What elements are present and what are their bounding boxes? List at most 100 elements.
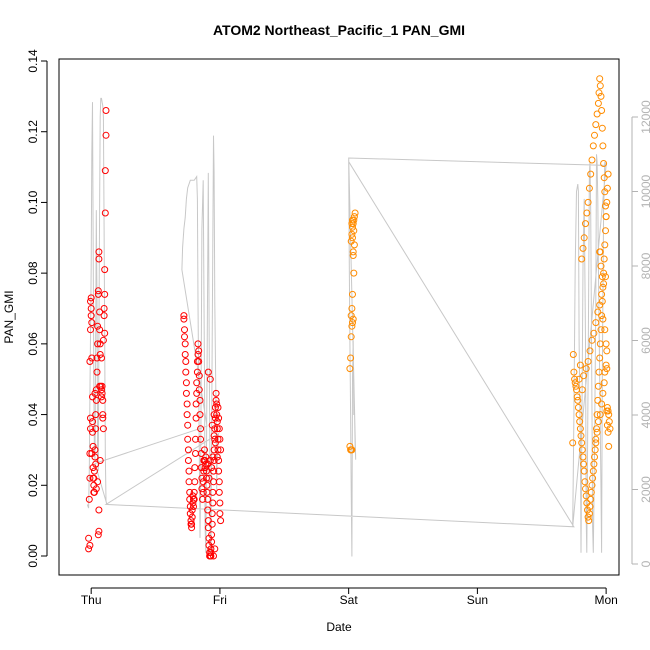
data-point	[582, 365, 590, 373]
data-point	[217, 517, 225, 525]
data-point	[182, 389, 190, 397]
data-point	[349, 319, 356, 327]
data-point	[602, 340, 610, 348]
data-point	[207, 552, 215, 560]
data-point	[211, 414, 219, 422]
y-axis: 0.00 0.02 0.04 0.06 0.08 0.10 0.12 0.14	[26, 49, 48, 568]
data-point	[574, 396, 582, 404]
data-point	[95, 248, 103, 256]
data-point	[604, 170, 612, 178]
y-tick-label: 0.02	[26, 473, 40, 497]
data-point	[584, 513, 592, 521]
x-tick-label: Thu	[81, 593, 102, 607]
data-point	[595, 368, 603, 376]
data-point	[195, 358, 203, 365]
data-point	[185, 478, 193, 486]
data-point	[211, 435, 219, 443]
data-point	[86, 541, 94, 549]
y-tick-label: 0.04	[26, 403, 40, 427]
y-tick-label: 0.14	[26, 49, 40, 73]
data-point	[598, 107, 606, 114]
points-layer	[85, 75, 614, 560]
data-point	[208, 510, 216, 518]
data-point	[605, 442, 613, 450]
data-point	[569, 351, 577, 358]
data-point	[102, 107, 110, 114]
data-point	[594, 418, 602, 426]
data-point	[87, 414, 94, 422]
data-point	[85, 545, 93, 553]
data-point	[200, 467, 208, 475]
data-point	[94, 531, 102, 539]
data-point	[347, 333, 355, 341]
x-tick-label: Sat	[340, 593, 359, 607]
data-point	[209, 453, 217, 461]
data-point	[349, 248, 357, 256]
data-point	[184, 457, 192, 464]
data-point	[207, 545, 215, 553]
data-point	[346, 365, 354, 373]
data-point	[96, 457, 104, 464]
data-point	[580, 234, 588, 242]
data-point	[600, 174, 608, 182]
data-point	[571, 375, 579, 383]
data-point	[192, 400, 200, 408]
data-point	[587, 170, 595, 178]
data-point	[349, 216, 356, 224]
data-point	[592, 121, 600, 129]
data-point	[350, 213, 358, 221]
data-point	[208, 520, 216, 528]
data-point	[95, 506, 103, 514]
data-point	[349, 223, 356, 231]
data-point	[87, 297, 94, 305]
data-point	[213, 425, 221, 433]
data-point	[180, 312, 188, 320]
data-point	[578, 255, 586, 263]
secondary-series-line	[86, 97, 607, 557]
data-point	[604, 428, 612, 436]
data-point	[589, 474, 597, 482]
data-point	[88, 354, 96, 362]
data-point	[99, 396, 107, 404]
data-point	[101, 290, 109, 298]
data-point	[188, 513, 196, 521]
data-point	[195, 372, 203, 380]
data-point	[98, 393, 105, 401]
data-point	[599, 315, 607, 323]
data-point	[585, 184, 593, 192]
data-point	[91, 389, 99, 397]
data-point	[202, 467, 210, 475]
data-point	[197, 425, 205, 433]
data-point	[92, 425, 100, 433]
data-point	[350, 227, 358, 235]
data-point	[90, 467, 98, 475]
data-point	[579, 453, 587, 461]
data-point	[583, 209, 591, 217]
data-point	[192, 414, 200, 422]
data-point	[591, 446, 599, 454]
data-point	[86, 450, 94, 457]
data-point	[603, 404, 611, 411]
data-point	[213, 400, 221, 408]
data-point	[87, 305, 95, 312]
data-point	[96, 308, 104, 316]
data-point	[210, 432, 218, 440]
data-point	[181, 340, 189, 348]
data-point	[89, 442, 97, 450]
data-point	[597, 262, 605, 270]
data-point	[603, 365, 611, 373]
data-point	[181, 351, 189, 358]
data-point	[194, 340, 202, 348]
data-point	[578, 439, 586, 447]
data-point	[349, 315, 357, 323]
data-point	[348, 230, 356, 238]
data-point	[181, 333, 188, 341]
data-point	[190, 495, 198, 503]
data-point	[348, 305, 356, 312]
data-point	[350, 241, 358, 249]
y-tick-label: 0.00	[26, 544, 40, 568]
data-point	[600, 160, 608, 167]
secondary-series-layer	[86, 97, 607, 557]
data-point	[102, 131, 110, 139]
data-point	[591, 131, 598, 139]
